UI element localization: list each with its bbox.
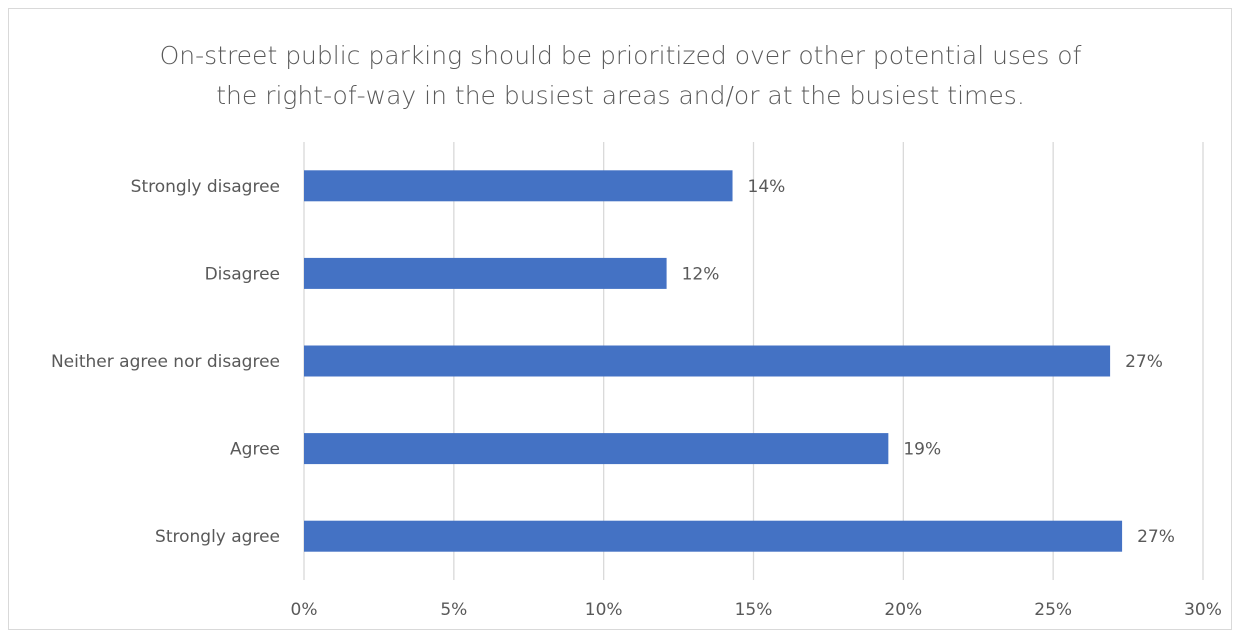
data-label: 19%	[903, 440, 941, 460]
x-axis-ticks: 0% 5% 10% 15% 20% 25% 30%	[291, 600, 1222, 620]
chart-title: On-street public parking should be prior…	[159, 41, 1082, 110]
data-label: 14%	[748, 177, 786, 197]
data-labels: 14% 12% 27% 19% 27%	[682, 177, 1175, 547]
bar	[304, 257, 667, 289]
x-tick-label: 10%	[585, 600, 623, 620]
y-axis-categories: Strongly disagree Disagree Neither agree n…	[51, 177, 280, 547]
bar	[304, 345, 1111, 377]
category-label: Strongly disagree	[131, 177, 280, 197]
x-tick-label: 0%	[291, 600, 318, 620]
category-label: Neither agree nor disagree	[51, 352, 280, 372]
bar	[304, 433, 889, 465]
x-tick-label: 20%	[884, 600, 922, 620]
category-label: Strongly agree	[155, 527, 280, 547]
x-tick-label: 15%	[735, 600, 773, 620]
x-tick-label: 5%	[440, 600, 467, 620]
data-label: 27%	[1137, 527, 1175, 547]
data-label: 27%	[1125, 352, 1163, 372]
x-tick-label: 30%	[1184, 600, 1222, 620]
category-label: Agree	[230, 440, 280, 460]
category-label: Disagree	[205, 264, 280, 284]
data-label: 12%	[682, 264, 720, 284]
bar	[304, 520, 1123, 552]
bar	[304, 170, 733, 202]
bars	[304, 170, 1123, 552]
x-tick-label: 25%	[1034, 600, 1072, 620]
